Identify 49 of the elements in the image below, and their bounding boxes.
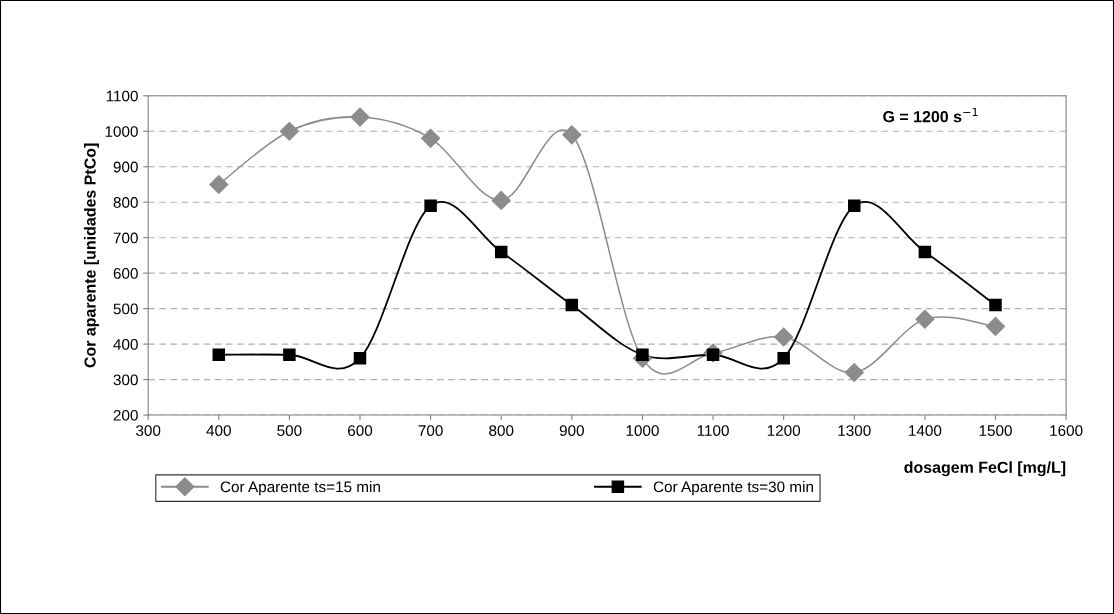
- x-tick-label: 500: [277, 425, 302, 437]
- x-tick-label: 1300: [838, 425, 871, 437]
- y-tick-label: 600: [113, 268, 138, 279]
- y-tick-label: 1000: [105, 126, 138, 137]
- point: [491, 190, 511, 210]
- y-tick-label: 900: [113, 161, 138, 173]
- y-axis-title: Cor aparente [unidades PtCo]: [84, 143, 99, 368]
- point: [353, 352, 367, 365]
- x-tick-label: 1100: [697, 425, 729, 437]
- x-tick-label: 1200: [767, 425, 801, 437]
- point: [279, 121, 299, 141]
- point: [421, 128, 441, 148]
- point: [915, 309, 935, 329]
- y-tick-label: 500: [113, 303, 138, 315]
- x-tick-label: 1000: [626, 425, 659, 437]
- x-tick-label: 700: [418, 425, 443, 437]
- x-tick-label: 600: [348, 425, 373, 437]
- point: [283, 348, 296, 362]
- y-tick-label: 300: [113, 374, 138, 386]
- point: [350, 107, 370, 127]
- x-tick-label: 1400: [909, 425, 942, 437]
- point: [209, 174, 229, 195]
- point: [985, 316, 1006, 336]
- point: [424, 199, 437, 213]
- legend-label: Cor Aparente ts=30 min: [653, 481, 813, 496]
- x-tick-label: 900: [559, 425, 584, 437]
- point: [774, 327, 794, 347]
- point: [989, 298, 1002, 312]
- point: [918, 245, 932, 259]
- x-tick-label: 1500: [979, 425, 1012, 437]
- point: [565, 298, 579, 312]
- x-tick-label: 400: [206, 425, 231, 437]
- point: [494, 245, 508, 259]
- x-tick-label: 800: [489, 425, 514, 437]
- point: [212, 348, 226, 362]
- x-tick-label: 300: [136, 425, 161, 437]
- x-tick-label: 1600: [1050, 425, 1083, 437]
- x-axis-title: dosagem FeCl [mg/L]: [904, 461, 1066, 477]
- y-tick-label: 200: [113, 409, 138, 421]
- annotation: G = 1200 s$^{−1}$: [883, 107, 978, 123]
- y-tick-label: 700: [113, 232, 138, 244]
- y-tick-label: 400: [113, 338, 138, 350]
- point: [777, 352, 790, 365]
- legend-label: Cor Aparente ts=15 min: [220, 481, 380, 496]
- point: [562, 125, 582, 145]
- point: [848, 199, 861, 213]
- y-tick-label: 800: [113, 197, 138, 208]
- y-tick-label: 1100: [106, 90, 138, 102]
- point: [844, 362, 864, 383]
